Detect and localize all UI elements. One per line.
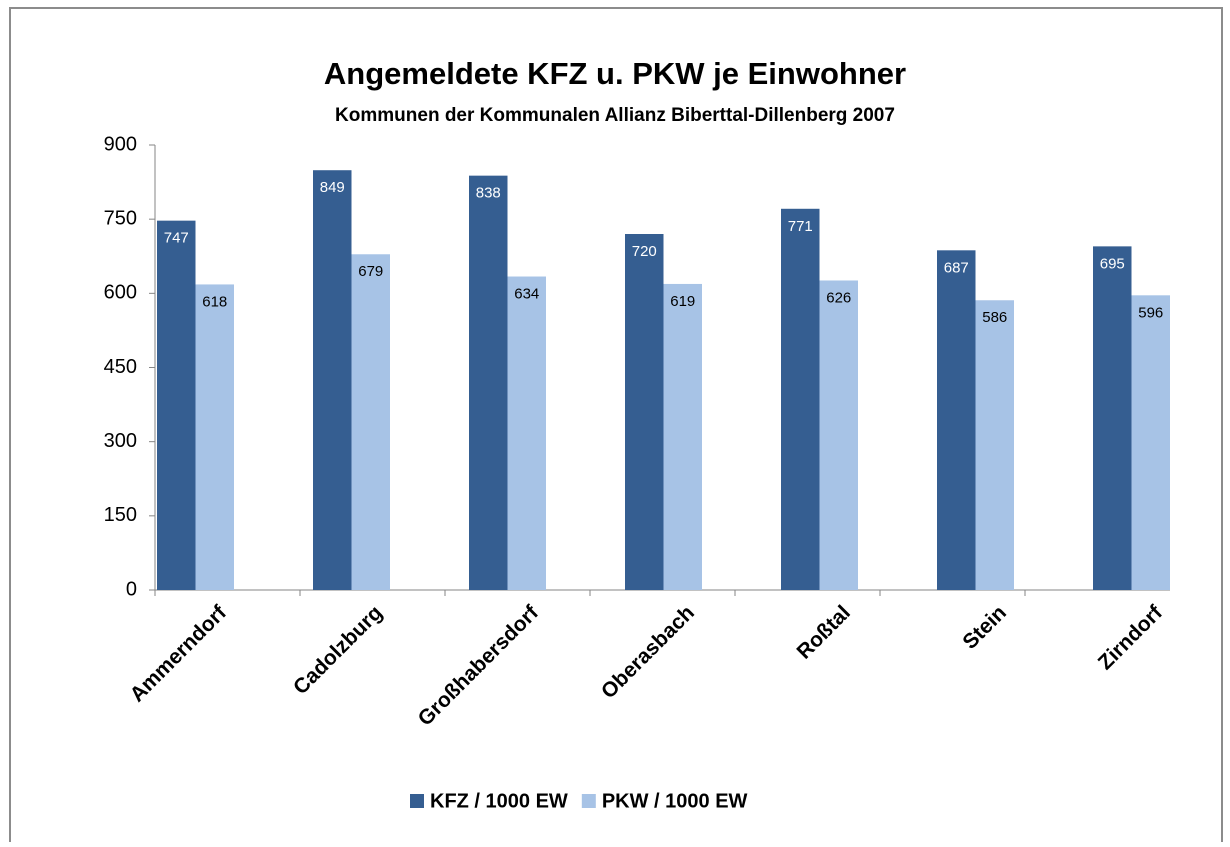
bar — [313, 170, 352, 590]
data-label: 586 — [982, 309, 1007, 326]
bar — [663, 283, 702, 590]
data-label: 771 — [788, 218, 813, 235]
y-tick-label: 300 — [104, 430, 137, 452]
bar — [351, 254, 390, 590]
data-label: 679 — [358, 263, 383, 280]
bar — [1131, 295, 1170, 590]
data-label: 634 — [514, 285, 539, 302]
y-tick-label: 150 — [104, 504, 137, 526]
chart-subtitle: Kommunen der Kommunalen Allianz Bibertta… — [335, 105, 895, 126]
bar — [195, 284, 234, 590]
y-tick-label: 900 — [104, 133, 137, 155]
bar — [1093, 246, 1132, 590]
bar — [507, 276, 546, 590]
y-tick-label: 600 — [104, 282, 137, 304]
bar — [625, 234, 664, 590]
legend-swatch — [410, 794, 424, 808]
y-tick-label: 750 — [104, 207, 137, 229]
bar — [469, 175, 508, 590]
data-label: 849 — [320, 179, 345, 196]
y-tick-label: 0 — [126, 578, 137, 600]
bar — [781, 208, 820, 591]
data-label: 838 — [476, 185, 501, 202]
legend-label: PKW / 1000 EW — [602, 790, 748, 812]
bar — [819, 280, 858, 590]
chart-title: Angemeldete KFZ u. PKW je Einwohner — [324, 56, 906, 91]
data-label: 619 — [670, 293, 695, 310]
legend-swatch — [581, 794, 596, 808]
data-label: 626 — [826, 289, 851, 306]
legend-label: KFZ / 1000 EW — [430, 790, 568, 812]
data-label: 596 — [1138, 304, 1163, 321]
data-label: 747 — [164, 230, 189, 247]
data-label: 720 — [632, 243, 657, 260]
data-label: 618 — [202, 293, 227, 310]
y-tick-label: 450 — [104, 356, 137, 378]
data-label: 687 — [944, 259, 969, 276]
bar — [157, 220, 196, 590]
bar — [975, 300, 1014, 590]
bar — [937, 250, 976, 591]
data-label: 695 — [1100, 255, 1125, 272]
